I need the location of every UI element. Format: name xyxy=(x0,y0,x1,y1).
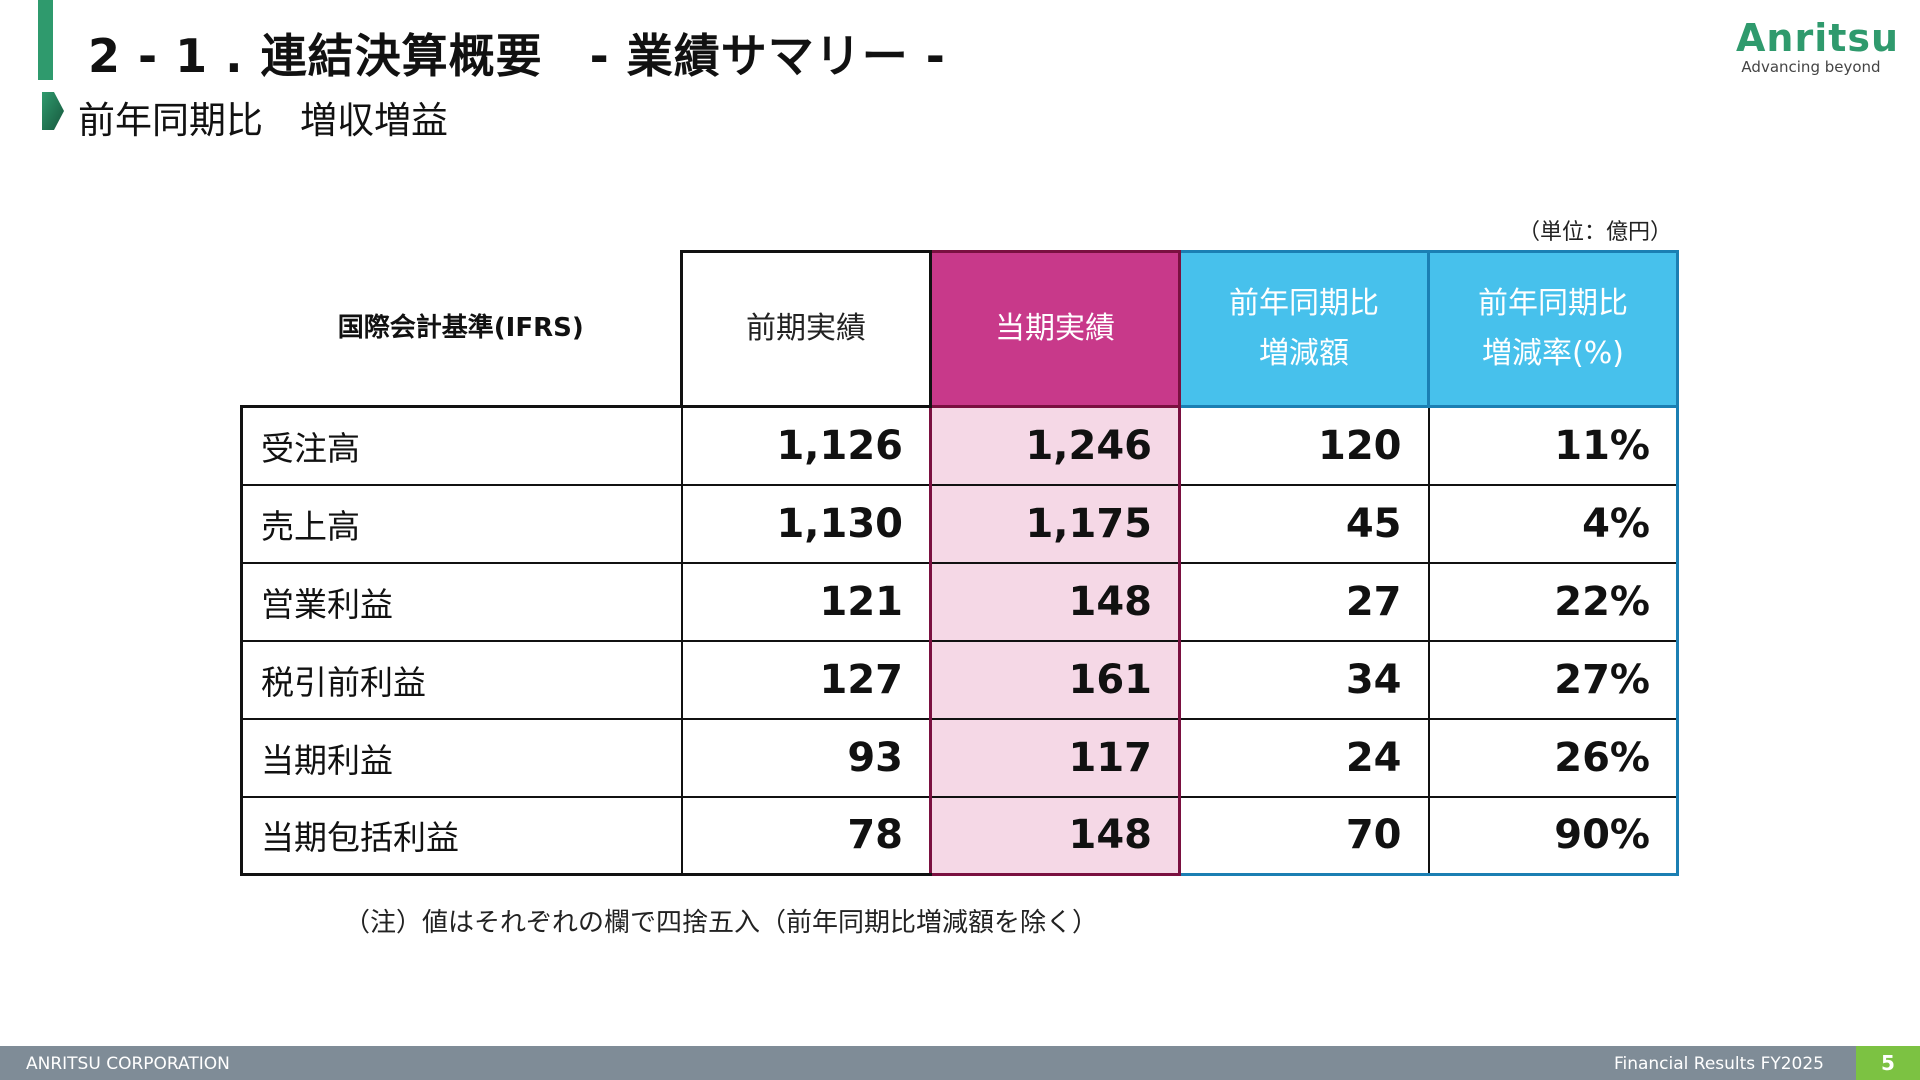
table-row: 当期包括利益 78 148 70 90% xyxy=(240,795,1679,876)
change-value: 45 xyxy=(1178,483,1430,564)
logo-wordmark: Anritsu xyxy=(1736,16,1900,60)
current-value: 1,246 xyxy=(929,405,1181,486)
footer-bar: ANRITSU CORPORATION Financial Results FY… xyxy=(0,1046,1920,1080)
footer-report-title: Financial Results FY2025 xyxy=(1613,1054,1824,1074)
change-rate: 27% xyxy=(1427,639,1679,720)
title-accent-bar xyxy=(38,0,53,80)
row-label: 当期包括利益 xyxy=(240,795,683,876)
corner-label: 国際会計基準(IFRS) xyxy=(337,313,584,344)
header-yoy-rate-line1: 前年同期比 xyxy=(1478,286,1628,321)
table-row: 当期利益 93 117 24 26% xyxy=(240,717,1679,798)
prev-value: 93 xyxy=(680,717,932,798)
unit-label: （単位：億円） xyxy=(1518,220,1673,245)
row-label: 受注高 xyxy=(240,405,683,486)
logo-tagline: Advancing beyond xyxy=(1741,58,1881,76)
change-value: 34 xyxy=(1178,639,1430,720)
current-value: 117 xyxy=(929,717,1181,798)
current-value: 1,175 xyxy=(929,483,1181,564)
header-prev-results: 前期実績 xyxy=(680,250,932,408)
change-rate: 4% xyxy=(1427,483,1679,564)
change-rate: 11% xyxy=(1427,405,1679,486)
prev-value: 1,126 xyxy=(680,405,932,486)
prev-value: 1,130 xyxy=(680,483,932,564)
row-label: 当期利益 xyxy=(240,717,683,798)
change-value: 24 xyxy=(1178,717,1430,798)
header-yoy-change-line2: 増減額 xyxy=(1259,336,1349,371)
header-yoy-rate: 前年同期比 増減率(%) xyxy=(1427,250,1679,408)
page-number-badge: 5 xyxy=(1856,1046,1920,1080)
change-rate: 22% xyxy=(1427,561,1679,642)
table-row: 売上高 1,130 1,175 45 4% xyxy=(240,483,1679,564)
header-current-results: 当期実績 xyxy=(929,250,1181,408)
results-table: 国際会計基準(IFRS) 前期実績 当期実績 前年同期比 増減額 前年同期比 増… xyxy=(240,250,1679,876)
change-value: 70 xyxy=(1178,795,1430,876)
current-value: 148 xyxy=(929,795,1181,876)
table-row: 税引前利益 127 161 34 27% xyxy=(240,639,1679,720)
page-subtitle: 前年同期比 増収増益 xyxy=(78,99,448,142)
anritsu-logo: Anritsu Advancing beyond xyxy=(1736,16,1900,76)
row-label: 税引前利益 xyxy=(240,639,683,720)
row-label: 営業利益 xyxy=(240,561,683,642)
table-row: 受注高 1,126 1,246 120 11% xyxy=(240,405,1679,486)
change-value: 120 xyxy=(1178,405,1430,486)
footer-company: ANRITSU CORPORATION xyxy=(26,1054,230,1074)
current-value: 148 xyxy=(929,561,1181,642)
page-title: 2 - 1 . 連結決算概要 - 業績サマリー - xyxy=(88,29,946,83)
table-header-row: 国際会計基準(IFRS) 前期実績 当期実績 前年同期比 増減額 前年同期比 増… xyxy=(242,250,1679,408)
change-rate: 26% xyxy=(1427,717,1679,798)
table-row: 営業利益 121 148 27 22% xyxy=(240,561,1679,642)
table-footnote: （注）値はそれぞれの欄で四捨五入（前年同期比増減額を除く） xyxy=(344,908,1099,938)
prev-value: 127 xyxy=(680,639,932,720)
current-value: 161 xyxy=(929,639,1181,720)
header-yoy-rate-line2: 増減率(%) xyxy=(1482,336,1624,371)
change-rate: 90% xyxy=(1427,795,1679,876)
header-yoy-change-line1: 前年同期比 xyxy=(1229,286,1379,321)
header-yoy-change: 前年同期比 増減額 xyxy=(1178,250,1430,408)
subtitle-marker-icon xyxy=(42,92,64,130)
row-label: 売上高 xyxy=(240,483,683,564)
prev-value: 78 xyxy=(680,795,932,876)
change-value: 27 xyxy=(1178,561,1430,642)
prev-value: 121 xyxy=(680,561,932,642)
